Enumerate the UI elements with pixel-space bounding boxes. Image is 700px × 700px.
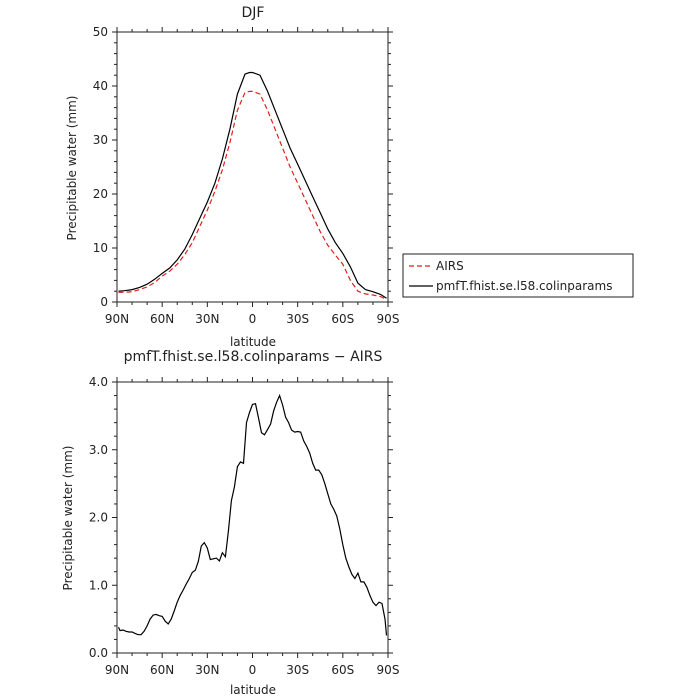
top-chart-x-axis-label: latitude (230, 335, 276, 349)
top-chart-y-tick-label: 0 (100, 295, 108, 309)
bottom-chart-panel: pmfT.fhist.se.l58.colinparams − AIRS lat… (61, 349, 399, 697)
legend-box (402, 253, 634, 298)
top-chart-series-line-0 (118, 90, 387, 300)
top-chart-series-line-1 (118, 71, 387, 299)
bottom-chart-y-tick-label: 0.0 (89, 646, 108, 660)
legend: AIRS pmfT.fhist.se.l58.colinparams (402, 253, 634, 298)
bottom-chart-y-tick-label: 1.0 (89, 578, 108, 592)
top-chart-x-tick-label: 30N (195, 312, 219, 326)
bottom-chart-plot-frame (116, 381, 389, 654)
top-chart-x-tick-label: 60S (331, 312, 354, 326)
top-chart-x-tick-label: 60N (150, 312, 174, 326)
bottom-chart-x-tick-label: 90S (377, 663, 400, 677)
bottom-chart-x-tick-label: 60S (331, 663, 354, 677)
bottom-chart-x-axis-label: latitude (230, 683, 276, 697)
top-chart-y-tick-label: 30 (93, 133, 108, 147)
top-chart-panel: DJF latitude Precipitable water (mm) 90N… (65, 5, 399, 349)
bottom-chart-x-tick-label: 30N (195, 663, 219, 677)
bottom-chart-x-tick-label: 0 (249, 663, 257, 677)
bottom-chart-marks: 90N 60N 30N 0 30S 60S 90S 0.0 1.0 2.0 3.0 4.0 (89, 375, 400, 677)
bottom-chart-y-tick-label: 2.0 (89, 511, 108, 525)
bottom-chart-y-tick-label: 3.0 (89, 443, 108, 457)
top-chart-x-tick-label: 90S (377, 312, 400, 326)
top-chart-y-tick-label: 50 (93, 25, 108, 39)
bottom-chart-y-tick-label: 4.0 (89, 375, 108, 389)
top-chart-y-axis-label: Precipitable water (mm) (65, 96, 79, 241)
top-chart-title: DJF (242, 5, 265, 21)
legend-label-model: pmfT.fhist.se.l58.colinparams (436, 279, 612, 293)
bottom-chart-title: pmfT.fhist.se.l58.colinparams − AIRS (124, 349, 383, 365)
bottom-chart-x-tick-label: 90N (105, 663, 129, 677)
bottom-chart-x-tick-label: 30S (286, 663, 309, 677)
top-chart-x-tick-label: 90N (105, 312, 129, 326)
bottom-chart-series-line-0 (117, 393, 388, 636)
top-chart-y-tick-label: 40 (93, 79, 108, 93)
top-chart-y-tick-label: 10 (93, 241, 108, 255)
bottom-chart-y-axis-label: Precipitable water (mm) (61, 446, 75, 591)
top-chart-marks: 90N 60N 30N 0 30S 60S 90S 0 10 20 30 40 50 (93, 25, 400, 326)
legend-label-airs: AIRS (436, 259, 464, 273)
top-chart-x-tick-label: 30S (286, 312, 309, 326)
top-chart-x-tick-label: 0 (249, 312, 257, 326)
top-chart-y-tick-label: 20 (93, 187, 108, 201)
bottom-chart-x-tick-label: 60N (150, 663, 174, 677)
